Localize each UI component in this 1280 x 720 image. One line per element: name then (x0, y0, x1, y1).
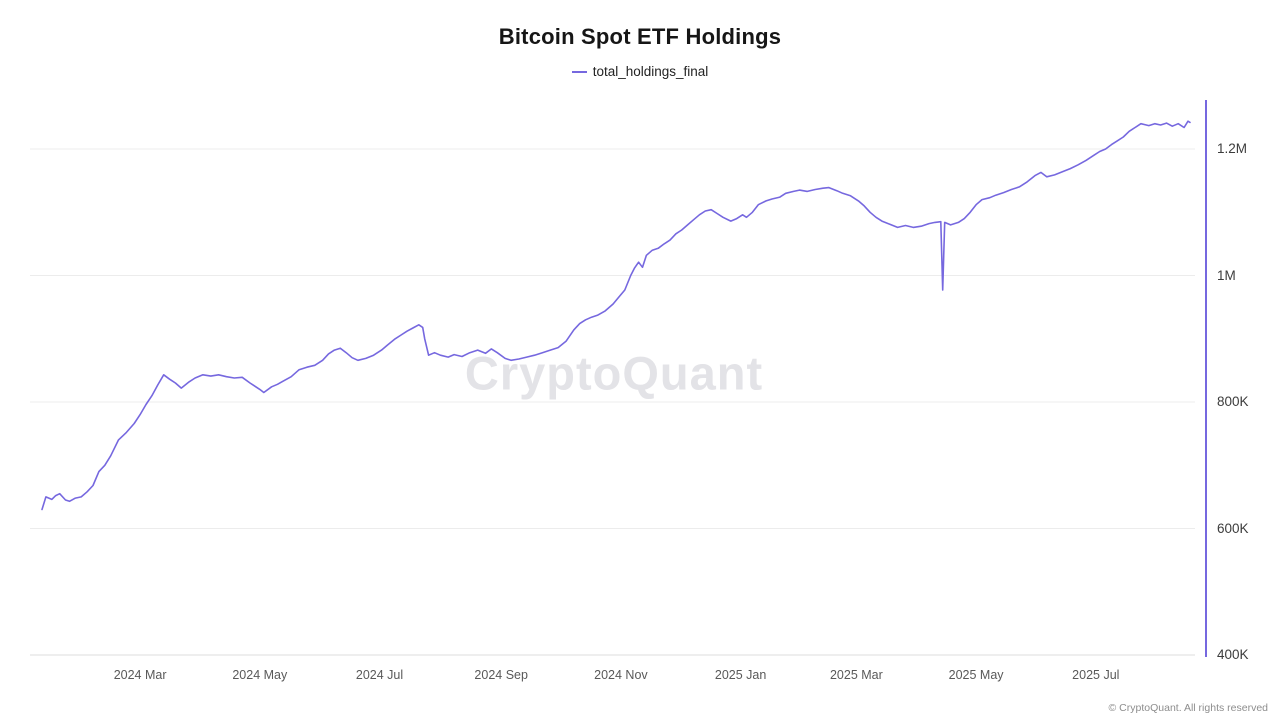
x-axis-label: 2024 Nov (594, 668, 648, 682)
x-axis-label: 2025 Jul (1072, 668, 1120, 682)
x-axis-label: 2025 Jan (714, 668, 767, 682)
series-line-total-holdings-final[interactable] (41, 120, 1191, 511)
legend: total_holdings_final (0, 64, 1280, 79)
chart-title: Bitcoin Spot ETF Holdings (498, 24, 782, 49)
x-axis-label: 2025 May (948, 668, 1004, 682)
x-axis-label: 2024 Sep (474, 668, 528, 682)
x-axis-label: 2025 Mar (829, 668, 883, 682)
y-axis-label: 400K (1217, 647, 1249, 662)
y-axis-label: 1.2M (1217, 141, 1248, 156)
x-axis-label: 2024 Jul (355, 668, 404, 682)
y-axis-label: 600K (1217, 520, 1249, 536)
y-axis-label: 800K (1217, 394, 1249, 409)
legend-line-swatch (571, 70, 587, 73)
y-axis-label: 1M (1217, 267, 1236, 283)
x-axis-label: 2024 Mar (113, 668, 167, 682)
legend-item-total-holdings-final[interactable]: total_holdings_final (592, 64, 709, 79)
copyright-note: © CryptoQuant. All rights reserved (1108, 702, 1268, 714)
x-axis-label: 2024 May (232, 668, 288, 682)
